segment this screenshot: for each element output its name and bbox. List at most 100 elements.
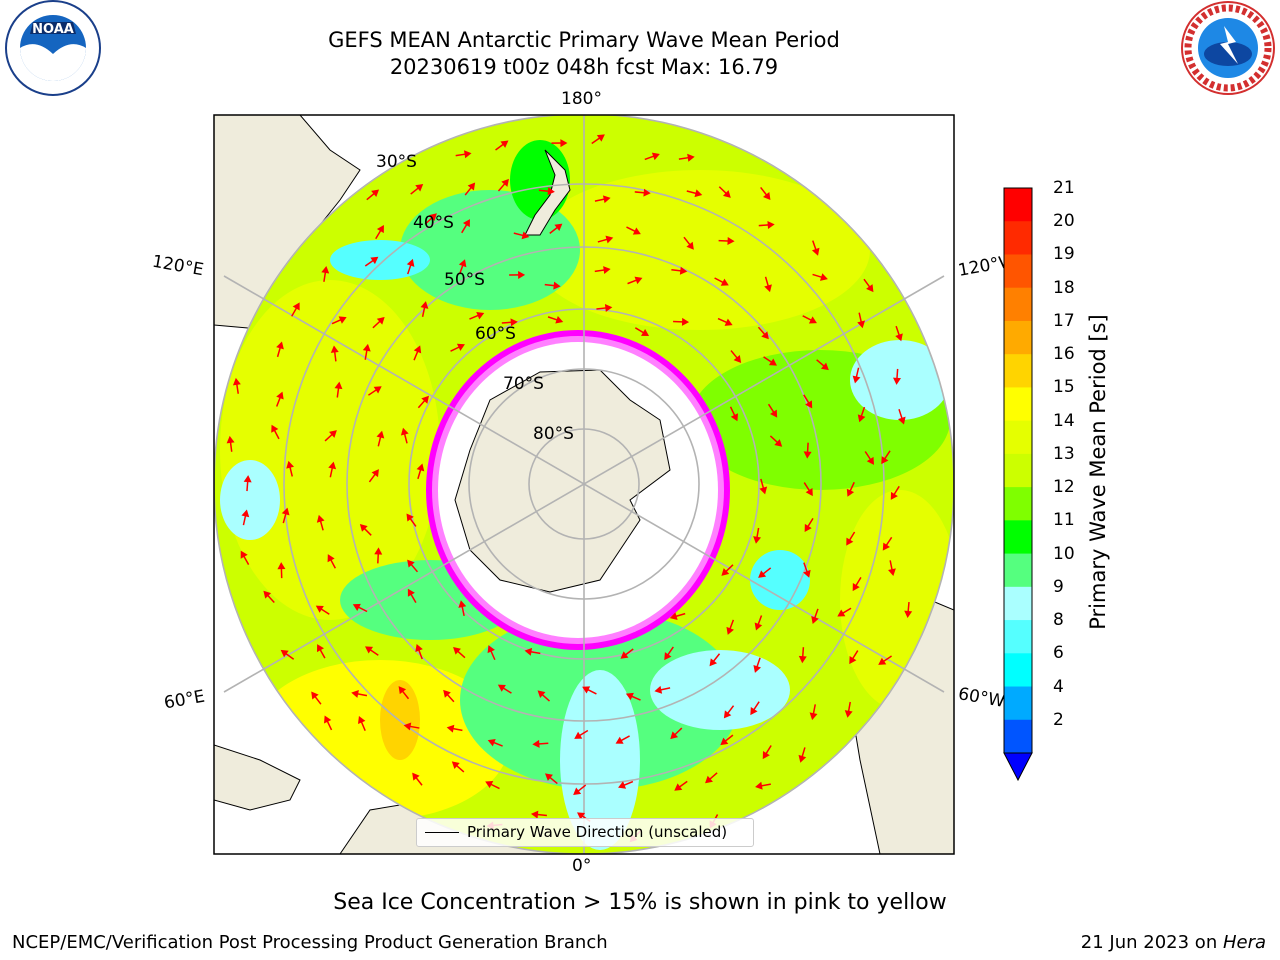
wave-arrow-head <box>720 278 729 286</box>
wave-arrow-head <box>500 140 509 148</box>
wave-arrow-head <box>263 590 272 599</box>
wave-arrow-head <box>403 722 412 731</box>
wave-arrow-head <box>897 416 906 425</box>
wave-arrow-head <box>421 395 429 404</box>
wave-arrow-head <box>837 609 846 617</box>
wave-arrow-head <box>555 315 564 324</box>
colorbar-band <box>1004 354 1032 388</box>
wave-arrow-head <box>462 219 470 228</box>
wave-arrow-head <box>446 724 455 733</box>
lon-label-0: 0° <box>572 856 592 876</box>
wave-arrow-head <box>753 536 762 544</box>
wave-arrow-head <box>811 247 820 256</box>
wave-arrow-head <box>750 707 758 716</box>
colorbar-outline <box>1003 187 1033 754</box>
wave-arrow-head <box>881 456 889 465</box>
wave-arrow-head <box>311 691 319 700</box>
wave-arrow-head <box>406 513 414 522</box>
wave-arrow-head <box>809 712 818 721</box>
wave-arrow-head <box>276 341 284 350</box>
wave-arrow-head <box>321 265 330 274</box>
wave-arrow-head <box>705 775 713 784</box>
wave-arrow-head <box>329 430 337 438</box>
colorbar-band <box>1004 420 1032 455</box>
wave-arrow-head <box>641 329 650 337</box>
wave-arrow-head <box>620 651 629 659</box>
wave-arrow-head <box>820 362 829 371</box>
colorbar-band <box>1004 620 1032 654</box>
colorbar-band <box>1004 487 1032 521</box>
wave-arrow-head <box>687 153 695 162</box>
wave-arrow-head <box>577 812 586 820</box>
wave-arrow-head <box>359 524 368 532</box>
legend-label: Primary Wave Direction (unscaled) <box>467 823 728 841</box>
wave-arrow-head <box>803 569 811 578</box>
wave-arrow-head <box>803 451 812 459</box>
colorbar <box>1003 187 1033 782</box>
wave-arrow-head <box>407 588 415 597</box>
wave-arrow-head <box>759 486 768 495</box>
wave-arrow-head <box>767 220 775 229</box>
wave-arrow-head <box>798 655 807 664</box>
colorbar-under-arrow <box>1003 752 1033 782</box>
wave-arrow-head <box>664 652 672 661</box>
colorbar-tick-label: 19 <box>1053 244 1075 265</box>
colorbar-tick-label: 4 <box>1053 676 1064 697</box>
wave-arrow-head <box>721 568 730 576</box>
lat-label-70s: 70°S <box>503 374 544 394</box>
wave-arrow-head <box>804 523 812 532</box>
wave-arrow-head <box>271 424 279 433</box>
wave-arrow-head <box>485 781 494 789</box>
wave-arrow-head <box>547 187 555 196</box>
colorbar-tick-label: 17 <box>1053 310 1075 331</box>
lon-label-180: 180° <box>561 89 602 109</box>
wave-arrow-head <box>888 568 896 577</box>
noaa-logo: NOAA <box>5 0 101 96</box>
wave-arrow-head <box>654 685 663 694</box>
wave-arrow-head <box>754 622 763 631</box>
lat-label-60s: 60°S <box>475 324 516 344</box>
colorbar-tick-label: 13 <box>1053 443 1075 464</box>
footer-date-text: 21 Jun 2023 on <box>1080 932 1223 953</box>
wave-arrow-head <box>292 302 300 311</box>
wave-arrow-head <box>317 644 325 653</box>
wave-arrow-head <box>722 190 731 198</box>
wave-arrow-head <box>602 195 611 204</box>
footer-host: Hera <box>1222 932 1266 953</box>
wave-arrow-head <box>443 689 451 698</box>
colorbar-band <box>1004 586 1032 621</box>
wave-arrow-head <box>243 475 252 483</box>
wave-direction-arrows <box>226 134 913 843</box>
colorbar-tick-label: 8 <box>1053 610 1064 631</box>
wave-arrow-head <box>497 684 506 692</box>
wave-arrow-head <box>532 739 540 748</box>
wave-arrow-head <box>669 612 678 621</box>
wave-arrow-head <box>407 559 415 568</box>
wave-arrow-head <box>467 182 476 191</box>
lat-label-80s: 80°S <box>533 424 574 444</box>
wave-arrow-head <box>277 562 286 570</box>
colorbar-band <box>1004 320 1032 355</box>
wave-arrow-head <box>315 605 324 613</box>
wave-arrow-head <box>352 603 361 611</box>
wave-arrow-head <box>487 645 495 654</box>
wave-arrow-head <box>634 276 643 285</box>
map-frame <box>213 114 955 855</box>
wave-arrow-head <box>811 616 819 624</box>
wave-arrow-head <box>866 456 874 465</box>
wave-arrow-head <box>487 738 496 747</box>
wave-arrow-head <box>351 690 359 698</box>
wave-arrow-head <box>327 554 335 563</box>
wave-arrow-head <box>398 686 407 695</box>
graticule <box>214 115 954 854</box>
wave-arrow-head <box>476 311 485 320</box>
wave-arrow-head <box>694 189 703 198</box>
antarctica-land <box>454 369 671 593</box>
wave-arrow-head <box>730 413 739 422</box>
colorbar-band <box>1004 254 1032 289</box>
chart-subtitle: 20230619 t00z 048h fcst Max: 16.79 <box>389 55 779 79</box>
legend-line-swatch <box>425 832 459 833</box>
colorbar-tick-label: 14 <box>1053 410 1075 431</box>
colorbar-band <box>1004 719 1032 754</box>
colorbar-band <box>1004 188 1032 222</box>
